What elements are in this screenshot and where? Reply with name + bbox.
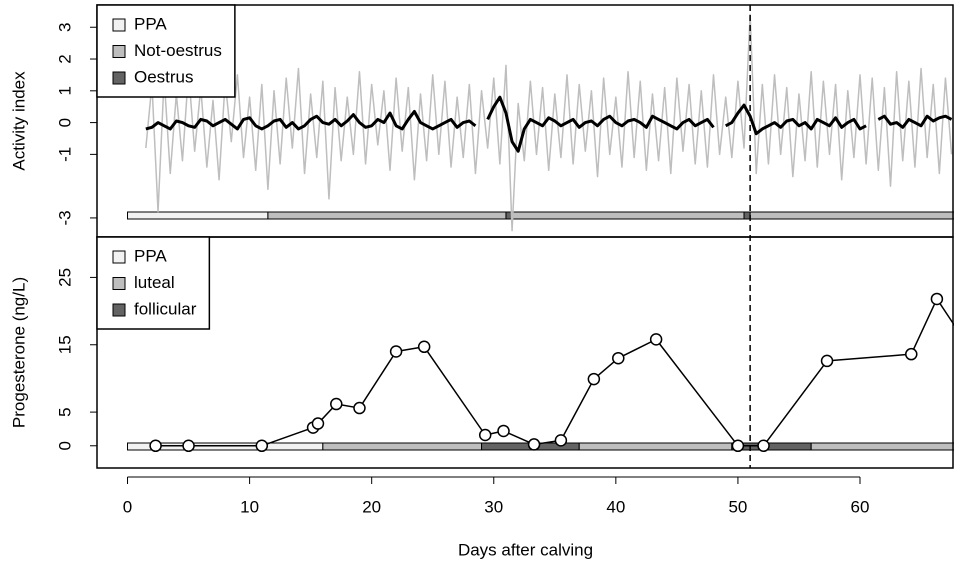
data-point [255,439,269,453]
legend-label: PPA [134,246,167,265]
legend-swatch [112,303,126,317]
state-bar [749,211,954,220]
data-point [389,345,403,358]
x-tick-label: 10 [240,497,259,516]
data-point [497,424,510,438]
data-point [311,417,325,430]
data-line [155,298,954,447]
data-point [820,354,834,368]
data-point [417,340,431,354]
legend-swatch [112,45,126,58]
x-tick-label: 0 [123,497,132,516]
plot-area [127,13,954,232]
legend-label: Not-oestrus [134,41,222,60]
y-axis-label: Activity index [9,71,28,171]
data-point [478,428,492,442]
y-tick-label: 0 [55,118,74,127]
y-tick-label: 0 [55,441,74,450]
data-point [612,351,625,365]
state-bar [322,442,483,451]
y-tick-label: 15 [55,335,74,354]
panel-frame [96,236,954,469]
legend-label: luteal [134,273,175,292]
state-bar [127,211,269,220]
x-tick-label: 60 [851,497,870,516]
data-point [182,439,195,453]
y-tick-label: -1 [55,147,74,162]
data-point [731,439,745,453]
state-bar [267,211,507,220]
y-tick-label: 2 [55,54,74,63]
legend-swatch [112,71,126,85]
legend-swatch [112,277,126,290]
y-tick-label: -3 [55,210,74,225]
legend-swatch [112,250,126,264]
legend: PPA luteal follicular [96,236,211,330]
x-tick-label: 40 [606,497,625,516]
legend-label: PPA [134,14,167,33]
legend-swatch [112,18,126,32]
data-point [757,439,770,453]
x-tick-label: 50 [728,497,747,516]
data-point [930,292,944,306]
plot-area [127,292,954,453]
y-tick-label: 25 [55,268,74,287]
y-tick-label: 5 [55,407,74,416]
x-tick-label: 30 [484,497,503,516]
data-line [145,13,953,232]
data-point [649,333,663,346]
y-tick-label: 1 [55,86,74,95]
data-point [905,347,918,361]
y-tick-label: 3 [55,23,74,32]
x-axis-label: Days after calving [458,540,593,559]
data-point [527,438,541,451]
data-point [587,372,601,386]
state-bar [578,442,733,451]
legend-label: Oestrus [134,67,194,86]
state-bar [743,211,751,220]
data-point [330,397,343,411]
data-point [353,401,366,415]
data-point [149,439,162,453]
legend-label: follicular [134,299,197,318]
y-axis-label: Progesterone (ng/L) [9,277,28,428]
x-tick-label: 20 [362,497,381,516]
state-bar [810,442,954,451]
data-line [145,95,953,153]
legend: PPA Not-oestrus Oestrus [96,4,236,98]
data-point [554,434,568,447]
state-bar [511,211,745,220]
